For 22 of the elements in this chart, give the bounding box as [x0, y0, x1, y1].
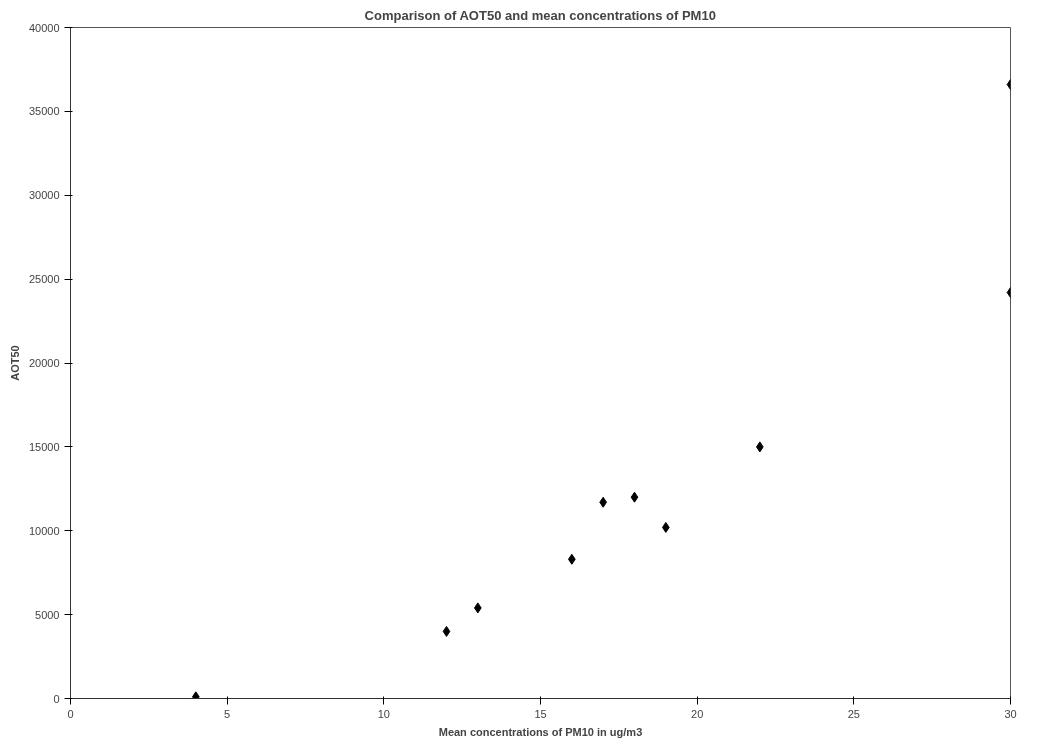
x-tick-label: 15: [534, 707, 547, 720]
y-tick-label: 25000: [28, 273, 60, 286]
y-tick-label: 10000: [28, 524, 60, 537]
y-axis-title: AOT50: [8, 345, 21, 381]
point: [192, 691, 200, 699]
x-tick-label: 5: [224, 707, 231, 720]
x-tick-label: 25: [847, 707, 860, 720]
y-tick-label: 40000: [28, 21, 60, 34]
point: [442, 625, 451, 637]
x-tick-label: 20: [691, 707, 704, 720]
y-tick-label: 0: [53, 692, 60, 705]
x-axis-title: Mean concentrations of PM10 in ug/m3: [438, 725, 643, 738]
y-tick-label: 35000: [28, 105, 60, 118]
y-tick-label: 30000: [28, 189, 60, 202]
y-tick-label: 20000: [28, 357, 60, 369]
point: [630, 491, 639, 503]
x-tick-label: 0: [67, 707, 74, 720]
y-tick-label: 15000: [28, 440, 60, 453]
y-tick-label: 5000: [35, 608, 60, 621]
chart-title: Comparison of AOT50 and mean concentrations of PM10: [364, 7, 716, 23]
x-tick-label: 10: [377, 707, 390, 720]
x-tick-label: 30: [1004, 707, 1017, 720]
